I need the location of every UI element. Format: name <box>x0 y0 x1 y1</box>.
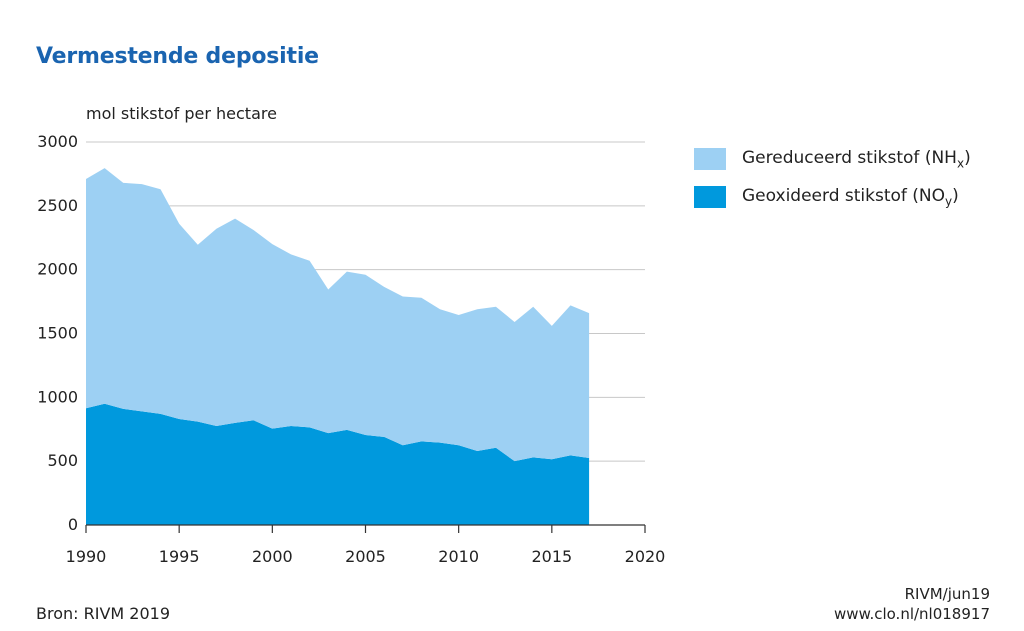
legend-label-nhx: Gereduceerd stikstof (NHx) <box>742 147 971 171</box>
area-series-nhx <box>86 168 590 462</box>
credit-line-1: RIVM/jun19 <box>904 585 990 603</box>
x-tick-label-2000: 2000 <box>252 547 293 566</box>
legend-item-nhx: Gereduceerd stikstof (NHx) <box>694 140 971 178</box>
y-tick-label-0: 0 <box>68 515 78 534</box>
x-tick-label-2015: 2015 <box>531 547 572 566</box>
y-tick-label-2000: 2000 <box>37 260 78 279</box>
y-tick-label-2500: 2500 <box>37 196 78 215</box>
x-tick-label-1990: 1990 <box>66 547 107 566</box>
credit-line-2: www.clo.nl/nl018917 <box>834 605 990 623</box>
y-tick-label-3000: 3000 <box>37 132 78 151</box>
y-tick-label-1000: 1000 <box>37 387 78 406</box>
x-tick-label-2005: 2005 <box>345 547 386 566</box>
legend-swatch-nhx <box>694 148 726 170</box>
x-tick-label-2020: 2020 <box>625 547 666 566</box>
source-note: Bron: RIVM 2019 <box>36 604 170 623</box>
legend-swatch-noy <box>694 186 726 208</box>
y-tick-label-1500: 1500 <box>37 324 78 343</box>
legend: Gereduceerd stikstof (NHx) Geoxideerd st… <box>694 140 971 216</box>
legend-item-noy: Geoxideerd stikstof (NOy) <box>694 178 971 216</box>
chart-title: Vermestende depositie <box>36 44 319 69</box>
area-series-noy <box>86 403 590 525</box>
y-tick-label-500: 500 <box>47 451 78 470</box>
credit-note: RIVM/jun19 www.clo.nl/nl018917 <box>834 584 990 624</box>
x-tick-label-2010: 2010 <box>438 547 479 566</box>
x-tick-label-1995: 1995 <box>159 547 200 566</box>
y-axis-label: mol stikstof per hectare <box>86 104 277 123</box>
legend-label-noy: Geoxideerd stikstof (NOy) <box>742 185 959 209</box>
